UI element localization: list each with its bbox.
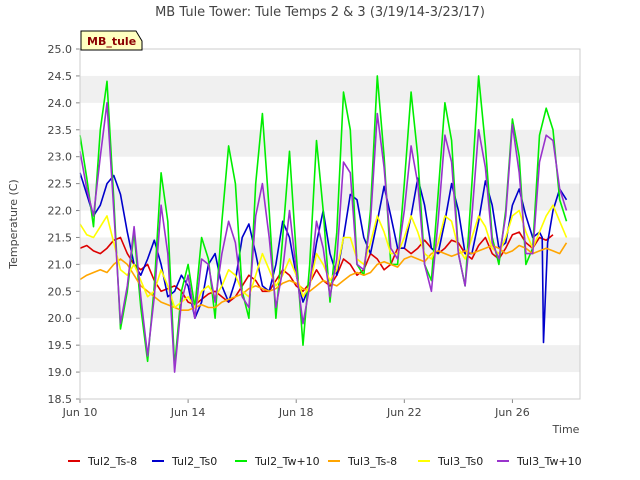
y-tick-label: 25.0 [48,43,73,56]
y-tick-label: 22.5 [48,178,73,191]
y-tick-label: 24.0 [48,97,73,110]
y-axis-ticks: 18.5 19.0 19.5 20.0 20.5 21.0 21.5 22.0 22.5 23.0… [48,43,80,406]
x-tick-label: Jun 14 [170,406,206,419]
station-badge-label: MB_tule [87,35,136,48]
y-tick-label: 21.5 [48,231,73,244]
x-tick-label: Jun 26 [494,406,530,419]
y-tick-label: 21.0 [48,258,73,271]
legend-label: Tul3_Ts-8 [347,455,397,468]
x-tick-label: Jun 10 [62,406,98,419]
grid-band [80,75,580,103]
y-tick-label: 19.5 [48,339,73,352]
station-badge: MB_tule [80,30,143,51]
y-tick-label: 18.5 [48,393,73,406]
grid-bands [80,75,580,373]
legend-label: Tul2_Ts0 [171,455,217,468]
series-line-tul3-tw-10 [79,102,568,373]
series-lines [79,75,568,373]
grid-band [80,183,580,211]
x-axis-label: Time [552,423,580,436]
plot-frame [79,48,581,400]
y-tick-label: 20.0 [48,312,73,325]
legend-label: Tul2_Tw+10 [254,455,320,468]
legend-label: Tul3_Ts0 [437,455,483,468]
x-axis-ticks: Jun 10 Jun 14 Jun 18 Jun 22 Jun 26 [62,399,530,419]
x-tick-label: Jun 18 [278,406,314,419]
grid-band [80,345,580,373]
legend: Tul2_Ts-8 Tul2_Ts0 Tul2_Tw+10 Tul3_Ts-8 Tul3… [68,455,582,468]
x-tick-label: Jun 22 [386,406,422,419]
series-line-tul3-ts0 [79,204,568,309]
chart-title: MB Tule Tower: Tule Temps 2 & 3 (3/19/14… [155,5,485,20]
grid-band [80,129,580,157]
y-tick-label: 20.5 [48,285,73,298]
series-line-tul2-ts-8 [79,231,554,306]
y-tick-label: 19.0 [48,366,73,379]
y-tick-label: 23.0 [48,151,73,164]
station-badge-box [80,30,143,51]
series-line-tul3-ts-8 [79,242,568,312]
legend-label: Tul2_Ts-8 [87,455,137,468]
y-axis-label: Temperature (C) [7,179,20,269]
series-line-tul2-tw-10 [79,75,568,368]
y-tick-label: 22.0 [48,205,73,218]
legend-label: Tul3_Tw+10 [516,455,582,468]
y-tick-label: 24.5 [48,70,73,83]
y-tick-label: 23.5 [48,124,73,137]
